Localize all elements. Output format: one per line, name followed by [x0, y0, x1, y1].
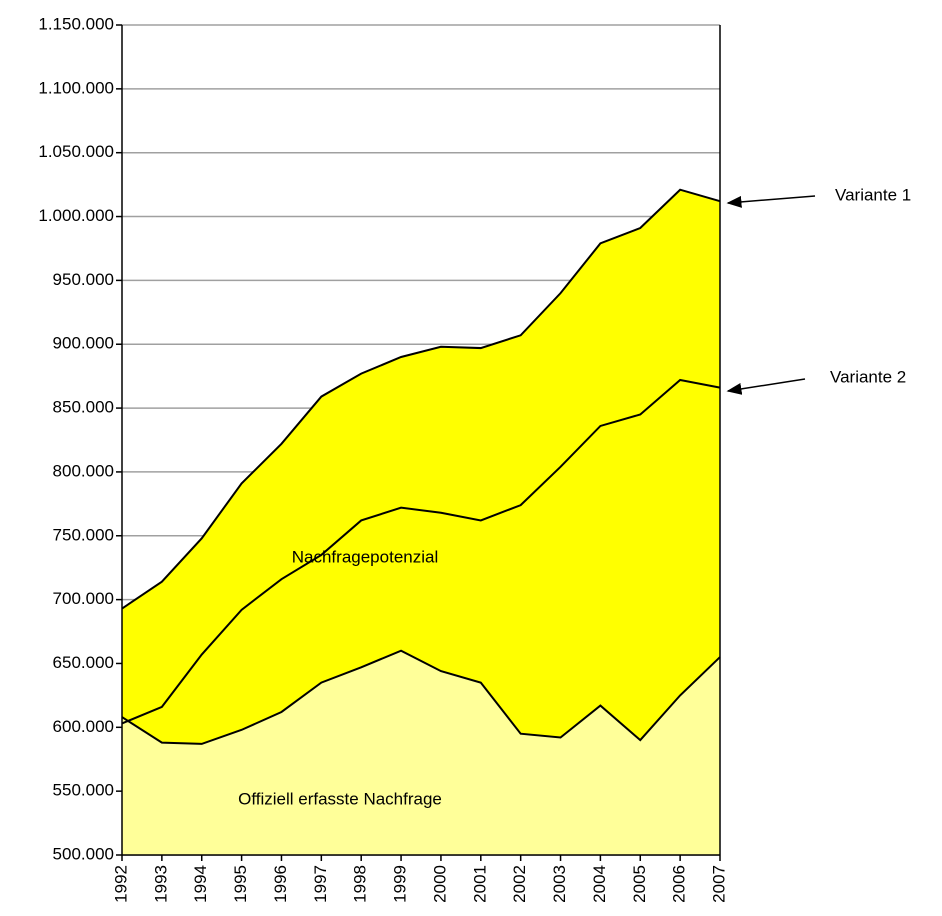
- area: [122, 650, 720, 855]
- line: [121, 649, 721, 745]
- y-tick-label: 850.000: [53, 398, 114, 417]
- line: [121, 188, 721, 610]
- series-label: Variante 1: [835, 185, 911, 204]
- x-tick-label: 2003: [550, 865, 569, 903]
- x-tick-label: 2006: [670, 865, 689, 903]
- y-tick-label: 750.000: [53, 525, 114, 544]
- y-tick-label: 600.000: [53, 717, 114, 736]
- y-tick-label: 1.100.000: [38, 78, 114, 97]
- arrow: [726, 195, 816, 208]
- arrow: [726, 378, 806, 395]
- y-tick-label: 950.000: [53, 270, 114, 289]
- annotation: Nachfragepotenzial: [292, 547, 438, 566]
- y-tick-label: 800.000: [53, 461, 114, 480]
- y-tick-label: 1.050.000: [38, 142, 114, 161]
- x-tick-label: 1993: [151, 865, 170, 903]
- x-tick-label: 2000: [430, 865, 449, 903]
- x-tick-label: 2005: [630, 865, 649, 903]
- y-tick-label: 650.000: [53, 653, 114, 672]
- x-tick-label: 1998: [351, 865, 370, 903]
- x-tick-label: 1997: [311, 865, 330, 903]
- y-tick-label: 550.000: [53, 781, 114, 800]
- x-tick-label: 1999: [391, 865, 410, 903]
- x-tick-label: 1995: [231, 865, 250, 903]
- x-tick-label: 2007: [709, 865, 728, 903]
- x-tick-label: 2001: [470, 865, 489, 903]
- series-label: Variante 2: [830, 367, 906, 386]
- x-tick-label: 2002: [510, 865, 529, 903]
- x-tick-label: 1996: [271, 865, 290, 903]
- line: [121, 378, 721, 725]
- x-tick-label: 2004: [590, 865, 609, 903]
- y-tick-label: 1.150.000: [38, 14, 114, 33]
- y-tick-label: 1.000.000: [38, 206, 114, 225]
- series-label: Offiziell erfasste Nachfrage: [238, 789, 442, 808]
- y-tick-label: 700.000: [53, 589, 114, 608]
- y-tick-label: 500.000: [53, 844, 114, 863]
- x-tick-label: 1992: [111, 865, 130, 903]
- y-tick-label: 900.000: [53, 334, 114, 353]
- area: [122, 189, 720, 744]
- x-tick-label: 1994: [191, 865, 210, 903]
